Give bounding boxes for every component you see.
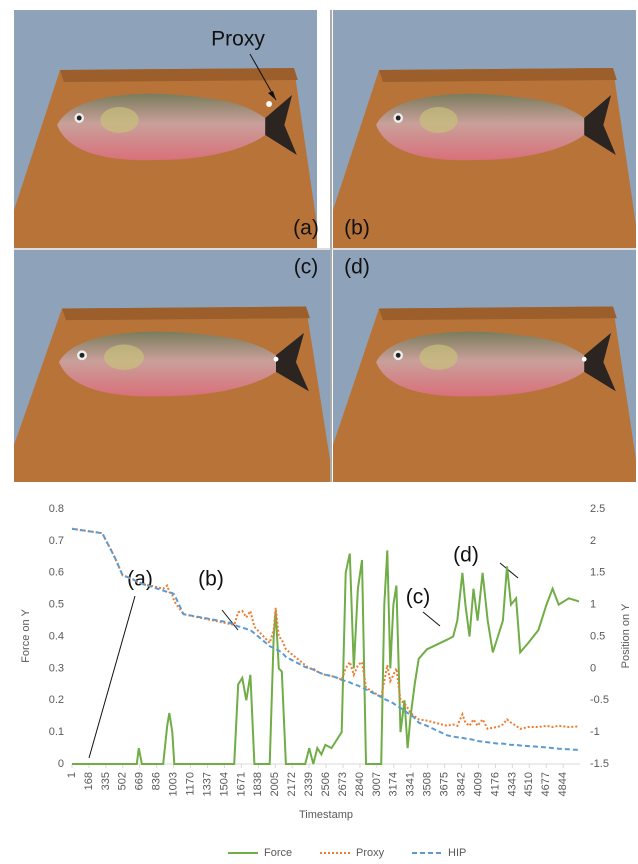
annotation: (c) bbox=[406, 586, 431, 609]
y2-tick-label: 2 bbox=[590, 535, 596, 547]
y-tick-label: 0.8 bbox=[49, 503, 64, 515]
x-tick-label: 2005 bbox=[269, 772, 281, 796]
y2-axis-label: Position on Y bbox=[620, 603, 632, 668]
x-tick-label: 3675 bbox=[439, 772, 451, 796]
x-tick-label: 4343 bbox=[506, 772, 518, 796]
proxy-label: Proxy bbox=[211, 28, 265, 51]
legend-label: Proxy bbox=[356, 847, 385, 859]
x-tick-label: 1504 bbox=[218, 772, 230, 796]
y-tick-label: 0 bbox=[58, 758, 64, 770]
x-tick-label: 2339 bbox=[303, 772, 315, 796]
legend-label: HIP bbox=[448, 847, 466, 859]
x-tick-label: 4009 bbox=[472, 772, 484, 796]
x-tick-label: 2172 bbox=[286, 772, 298, 796]
x-tick-label: 3341 bbox=[405, 772, 417, 796]
series-line bbox=[72, 529, 579, 729]
x-tick-label: 2506 bbox=[320, 772, 332, 796]
page: Proxy (a) (b) (c) (d) Force on Y Positio… bbox=[0, 0, 638, 864]
y2-tick-label: -1 bbox=[590, 726, 600, 738]
series-line bbox=[72, 529, 579, 750]
panel bbox=[333, 10, 636, 248]
y2-tick-label: 0.5 bbox=[590, 630, 605, 642]
arrow bbox=[89, 596, 135, 758]
x-tick-label: 4844 bbox=[557, 772, 569, 796]
y-tick-label: 0.3 bbox=[49, 662, 64, 674]
legend-label: Force bbox=[264, 847, 292, 859]
y2-tick-label: 1 bbox=[590, 599, 596, 611]
panel-label: (b) bbox=[344, 217, 370, 240]
panel-label: (a) bbox=[293, 217, 319, 240]
x-tick-label: 4677 bbox=[540, 772, 552, 796]
x-tick-label: 2673 bbox=[337, 772, 349, 796]
x-tick-label: 3508 bbox=[422, 772, 434, 796]
x-tick-label: 1838 bbox=[252, 772, 264, 796]
y-tick-label: 0.6 bbox=[49, 567, 64, 579]
panel bbox=[333, 250, 636, 482]
panel-label: (c) bbox=[294, 256, 319, 279]
y-tick-label: 0.2 bbox=[49, 694, 64, 706]
x-tick-label: 4510 bbox=[523, 772, 535, 796]
panels bbox=[14, 10, 636, 482]
annotation: (d) bbox=[453, 544, 479, 567]
x-tick-label: 669 bbox=[134, 772, 146, 790]
y-tick-label: 0.4 bbox=[49, 630, 64, 642]
x-tick-label: 3842 bbox=[455, 772, 467, 796]
x-tick-label: 3007 bbox=[371, 772, 383, 796]
y-tick-label: 0.1 bbox=[49, 726, 64, 738]
x-tick-label: 1003 bbox=[168, 772, 180, 796]
x-tick-label: 3174 bbox=[388, 772, 400, 796]
panel-label: (d) bbox=[344, 256, 370, 279]
x-tick-label: 1671 bbox=[235, 772, 247, 796]
y2-tick-label: 0 bbox=[590, 662, 596, 674]
x-tick-label: 335 bbox=[100, 772, 112, 790]
y2-tick-label: -1.5 bbox=[590, 758, 609, 770]
y2-tick-label: 2.5 bbox=[590, 503, 605, 515]
x-tick-label: 168 bbox=[83, 772, 95, 790]
x-tick-label: 502 bbox=[117, 772, 129, 790]
x-tick-label: 4176 bbox=[489, 772, 501, 796]
x-tick-label: 836 bbox=[151, 772, 163, 790]
x-axis-label: Timestamp bbox=[299, 809, 353, 821]
annotation: (b) bbox=[198, 568, 224, 591]
arrow bbox=[423, 612, 440, 626]
x-tick-label: 1170 bbox=[184, 772, 196, 796]
panel bbox=[14, 10, 317, 248]
figure: Proxy (a) (b) (c) (d) Force on Y Positio… bbox=[0, 0, 638, 859]
y-tick-label: 0.7 bbox=[49, 535, 64, 547]
y2-tick-label: -0.5 bbox=[590, 694, 609, 706]
x-tick-label: 2840 bbox=[354, 772, 366, 796]
arrow bbox=[500, 563, 518, 578]
x-tick-label: 1 bbox=[66, 772, 78, 778]
y-axis-label: Force on Y bbox=[20, 609, 32, 663]
annotation: (a) bbox=[127, 568, 153, 591]
x-tick-label: 1337 bbox=[201, 772, 213, 796]
y2-tick-label: 1.5 bbox=[590, 567, 605, 579]
panel bbox=[14, 250, 330, 482]
y-tick-label: 0.5 bbox=[49, 599, 64, 611]
